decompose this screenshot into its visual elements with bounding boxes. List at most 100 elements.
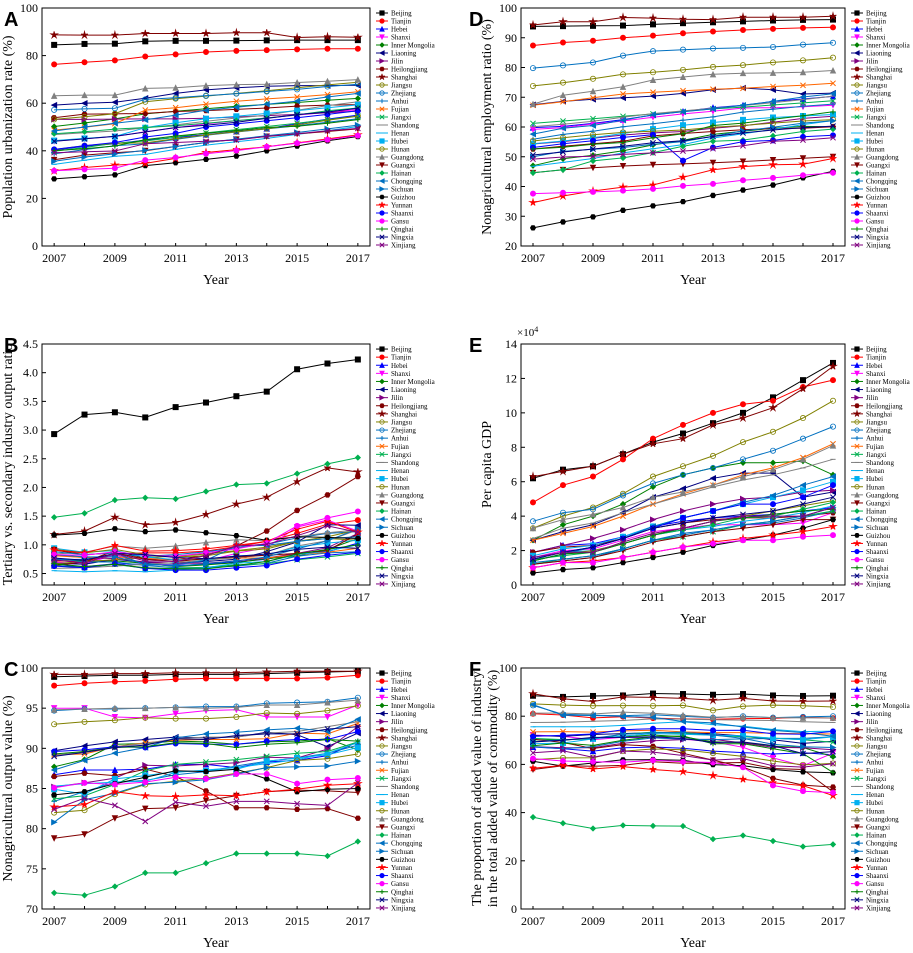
legend-label: Guangxi (391, 499, 415, 507)
data-point (740, 109, 746, 115)
data-point (293, 714, 301, 721)
data-point (111, 409, 118, 416)
data-point (649, 438, 657, 448)
data-point (798, 159, 808, 169)
data-point (49, 31, 60, 40)
legend-label: Zhejiang (866, 751, 891, 759)
legend-label: Yunnan (866, 864, 888, 872)
data-point (830, 24, 837, 31)
legend-label: Henan (391, 130, 410, 138)
x-tick-label: 2011 (641, 251, 665, 265)
legend-label: Liaoning (391, 386, 417, 394)
data-point (770, 746, 776, 752)
data-point (50, 889, 58, 897)
data-point (680, 507, 687, 515)
data-point (620, 554, 627, 561)
data-point (649, 76, 657, 83)
data-point (740, 739, 746, 745)
data-point (140, 669, 151, 678)
legend-label: Yunnan (391, 864, 413, 872)
legend-label: Hebei (391, 686, 408, 694)
data-point (202, 488, 210, 495)
data-point (800, 508, 806, 514)
legend-label: Shandong (391, 122, 420, 130)
data-point (324, 136, 331, 143)
data-point (354, 545, 361, 552)
data-point (81, 166, 88, 173)
data-point (80, 29, 89, 40)
series-line-hainan (54, 457, 359, 518)
legend-label: Liaoning (866, 386, 892, 394)
data-point (294, 366, 301, 373)
data-point (620, 545, 627, 553)
data-point (800, 702, 807, 709)
data-point (140, 29, 151, 38)
legend-marker (379, 500, 385, 507)
data-point (590, 702, 597, 709)
legend-marker (854, 573, 860, 579)
data-point (529, 19, 537, 29)
y-axis-title-line2: in the total added value of commodity (%… (486, 669, 501, 907)
data-point (710, 727, 717, 734)
data-point (81, 128, 88, 135)
data-point (680, 520, 686, 526)
legend-label: Beijing (866, 670, 887, 678)
data-point (354, 728, 361, 735)
legend-label: Gansu (391, 880, 409, 888)
x-tick-label: 2011 (164, 914, 188, 928)
data-point (830, 39, 837, 46)
data-point (620, 748, 626, 755)
legend-marker (379, 524, 386, 531)
legend-label: Tianjin (391, 18, 411, 26)
legend-marker (854, 106, 860, 112)
data-point (529, 570, 537, 576)
data-point (830, 482, 837, 489)
x-axis-title: Year (203, 612, 229, 627)
data-point (355, 542, 361, 548)
legend-label: Shanxi (391, 370, 411, 378)
data-point (829, 841, 837, 848)
data-point (324, 514, 331, 521)
data-point (263, 80, 270, 88)
data-point (233, 127, 239, 134)
legend-marker (379, 210, 385, 216)
panel-letter: D (469, 9, 483, 31)
legend-label: Beijing (391, 10, 412, 18)
data-point (202, 704, 210, 712)
data-point (709, 70, 717, 78)
data-point (829, 714, 837, 721)
legend-label: Shanghai (866, 410, 892, 418)
legend-label: Heilongjiang (391, 66, 428, 74)
data-point (203, 130, 209, 136)
data-point (263, 115, 270, 122)
data-point (355, 738, 361, 744)
data-point (171, 668, 180, 677)
data-point (830, 423, 837, 430)
legend-label: Hainan (391, 508, 412, 516)
x-tick-label: 2007 (42, 914, 66, 928)
data-point (560, 144, 566, 150)
data-point (679, 711, 687, 719)
y-tick-label: 100 (499, 1, 517, 15)
data-point (172, 111, 179, 119)
data-point (650, 530, 656, 537)
data-point (739, 473, 747, 480)
legend-marker (379, 362, 385, 368)
data-point (560, 559, 567, 566)
data-point (649, 111, 656, 119)
data-point (49, 546, 60, 555)
legend-marker (378, 73, 386, 80)
data-point (588, 16, 598, 26)
legend-label: Jiangxi (391, 114, 411, 122)
data-point (619, 742, 627, 748)
data-point (50, 123, 58, 130)
data-point (770, 83, 776, 90)
x-tick-label: 2015 (285, 914, 309, 928)
data-point (51, 167, 58, 174)
legend-marker (854, 727, 860, 733)
data-point (770, 702, 777, 709)
data-point (590, 146, 596, 152)
legend-label: Zhejiang (866, 427, 891, 435)
data-point (710, 145, 716, 152)
legend-marker (854, 491, 860, 498)
